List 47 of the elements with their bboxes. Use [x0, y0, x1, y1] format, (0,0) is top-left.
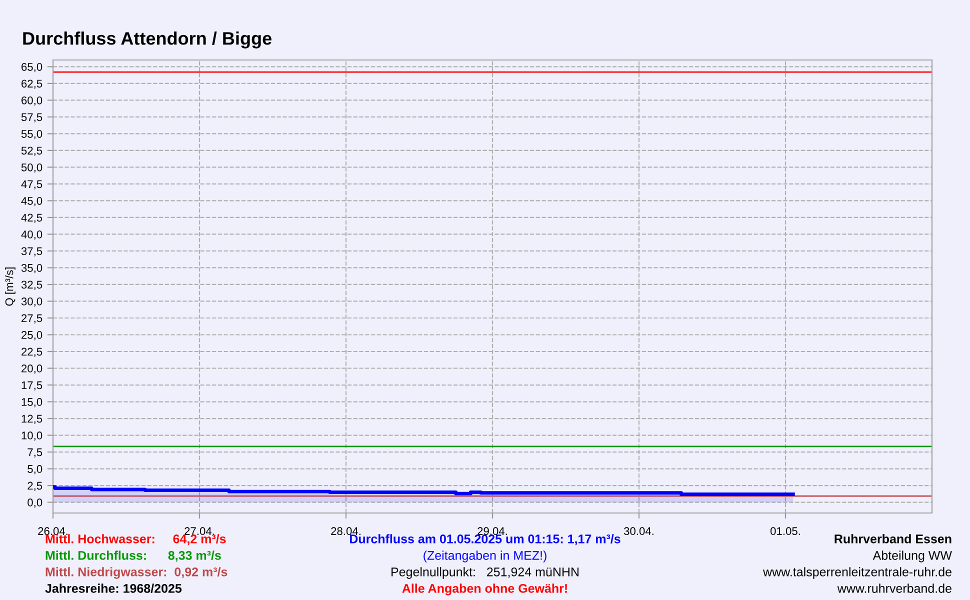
ref-line-label: Mittl. Hochwasser: 64,2 m³/s	[46, 534, 226, 546]
y-tick-label: 32,5	[21, 280, 42, 290]
y-tick-label: 0,0	[28, 498, 42, 508]
y-tick-label: 57,5	[21, 113, 42, 122]
y-tick-label: 17,5	[22, 381, 42, 390]
y-tick-label: 42,5	[21, 214, 42, 223]
y-tick-label: 25,0	[22, 331, 42, 340]
text: (Zeitangaben in MEZ!)	[424, 550, 546, 562]
y-tick-label: 40,0	[21, 230, 42, 240]
y-tick-label: 7,5	[28, 448, 42, 458]
y-axis-title: Q [m³/s]	[5, 268, 16, 306]
y-tick-label: 2,5	[28, 482, 42, 491]
text: Alle Angaben ohne Gewähr!	[402, 584, 567, 596]
y-tick-label: 62,5	[22, 80, 42, 89]
y-tick-label: 55,0	[21, 130, 42, 140]
y-tick-label: 50,0	[21, 163, 42, 173]
y-tick-label: 65,0	[22, 62, 42, 72]
text: www.ruhrverband.de	[837, 584, 952, 593]
x-tick-label: 26.04.	[38, 527, 68, 536]
y-tick-label: 10,0	[22, 432, 42, 441]
y-tick-label: 30,0	[21, 298, 42, 307]
x-tick-label: 29.04.	[478, 527, 507, 536]
ref-line-label: Mittl. Durchfluss: 8,33 m³/s	[46, 550, 221, 562]
x-tick-label: 28.04.	[331, 527, 360, 536]
y-tick-label: 37,5	[21, 247, 42, 256]
y-tick-label: 20,0	[22, 364, 42, 374]
y-tick-label: 52,5	[21, 146, 42, 156]
y-tick-label: 12,5	[22, 414, 42, 424]
ref-line-label: Mittl. Niedrigwasser: 0,92 m³/s	[46, 567, 228, 579]
text: Jahresreihe: 1968/2025	[45, 584, 182, 593]
text: Abteilung WW	[872, 550, 952, 562]
x-tick-label: 27.04.	[184, 527, 214, 536]
y-tick-label: 45,0	[21, 196, 42, 206]
x-tick-label: 30.04.	[624, 527, 654, 536]
y-tick-label: 15,0	[22, 398, 42, 408]
text: Pegelnullpunkt: 251,924 müNHN	[392, 567, 578, 579]
y-tick-label: 35,0	[21, 264, 42, 274]
text: www.talsperrenleitzentrale-ruhr.de	[763, 567, 952, 579]
text: Durchfluss am 01.05.2025 um 01:15: 1,17 m³/s	[350, 534, 620, 546]
y-tick-label: 5,0	[28, 465, 42, 474]
chart-title: Durchfluss Attendorn / Bigge	[23, 32, 272, 48]
y-tick-label: 27,5	[22, 314, 42, 324]
text: Ruhrverband Essen	[834, 534, 952, 544]
y-tick-label: 47,5	[21, 180, 42, 190]
x-tick-label: 01.05.	[770, 527, 800, 536]
y-tick-label: 22,5	[22, 348, 42, 357]
y-tick-label: 60,0	[22, 96, 42, 106]
